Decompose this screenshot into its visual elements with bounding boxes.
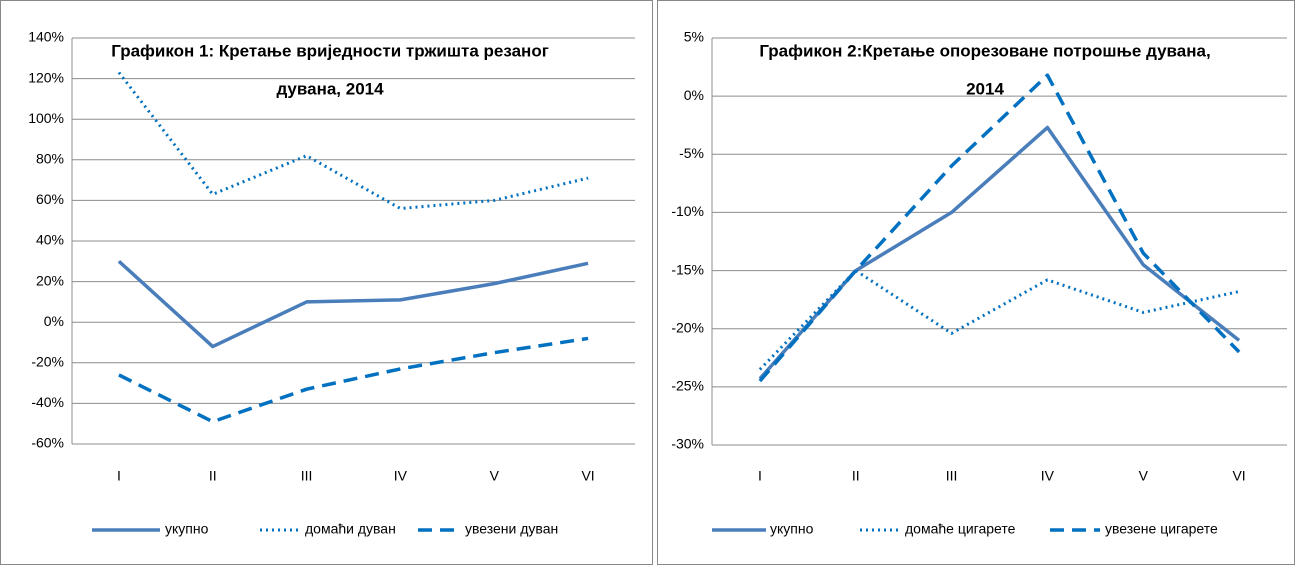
legend-label: укупно: [165, 521, 209, 537]
x-tick-label: III: [946, 468, 958, 484]
legend-label: домаће цигарете: [905, 521, 1016, 537]
chart-title: дувана, 2014: [276, 79, 384, 98]
y-tick-label: -20%: [671, 319, 704, 335]
x-tick-label: IV: [1041, 468, 1055, 484]
series-line: [758, 73, 1241, 383]
legend-label: домаћи дуван: [305, 521, 396, 537]
y-tick-label: -30%: [671, 436, 704, 452]
x-tick-label: II: [852, 468, 860, 484]
legend-label: увезени дуван: [465, 521, 558, 537]
y-tick-label: -20%: [31, 354, 64, 370]
x-tick-label: I: [117, 468, 121, 484]
y-tick-label: 20%: [36, 272, 64, 288]
series-line: [117, 260, 589, 349]
y-tick-label: 5%: [684, 29, 704, 45]
y-tick-label: -10%: [671, 203, 704, 219]
x-tick-label: I: [758, 468, 762, 484]
y-tick-label: -60%: [31, 435, 64, 451]
y-tick-label: -25%: [671, 378, 704, 394]
x-tick-label: II: [209, 468, 217, 484]
y-tick-label: -40%: [31, 394, 64, 410]
series-line: [758, 125, 1241, 380]
y-tick-label: 0%: [684, 87, 704, 103]
series-line: [118, 336, 589, 424]
y-tick-label: 80%: [36, 151, 64, 167]
legend-label: укупно: [770, 521, 814, 537]
x-tick-label: V: [1139, 468, 1149, 484]
y-tick-label: 140%: [28, 29, 64, 45]
x-tick-label: IV: [394, 468, 408, 484]
y-tick-label: -5%: [679, 145, 704, 161]
x-tick-label: VI: [581, 468, 594, 484]
y-tick-label: 120%: [28, 69, 64, 85]
y-tick-label: 100%: [28, 110, 64, 126]
y-tick-label: 0%: [44, 313, 64, 329]
x-tick-label: III: [301, 468, 313, 484]
y-tick-label: 40%: [36, 232, 64, 248]
y-tick-label: -15%: [671, 261, 704, 277]
chart-title: Графикон 1: Кретање вриједности тржишта …: [111, 41, 549, 60]
x-tick-label: V: [490, 468, 500, 484]
chart-title: Графикон 2:Кретање опорезоване потрошње …: [759, 41, 1210, 60]
chart-title: 2014: [966, 79, 1004, 98]
y-tick-label: 60%: [36, 191, 64, 207]
legend-label: увезене цигарете: [1105, 521, 1218, 537]
x-tick-label: VI: [1232, 468, 1245, 484]
